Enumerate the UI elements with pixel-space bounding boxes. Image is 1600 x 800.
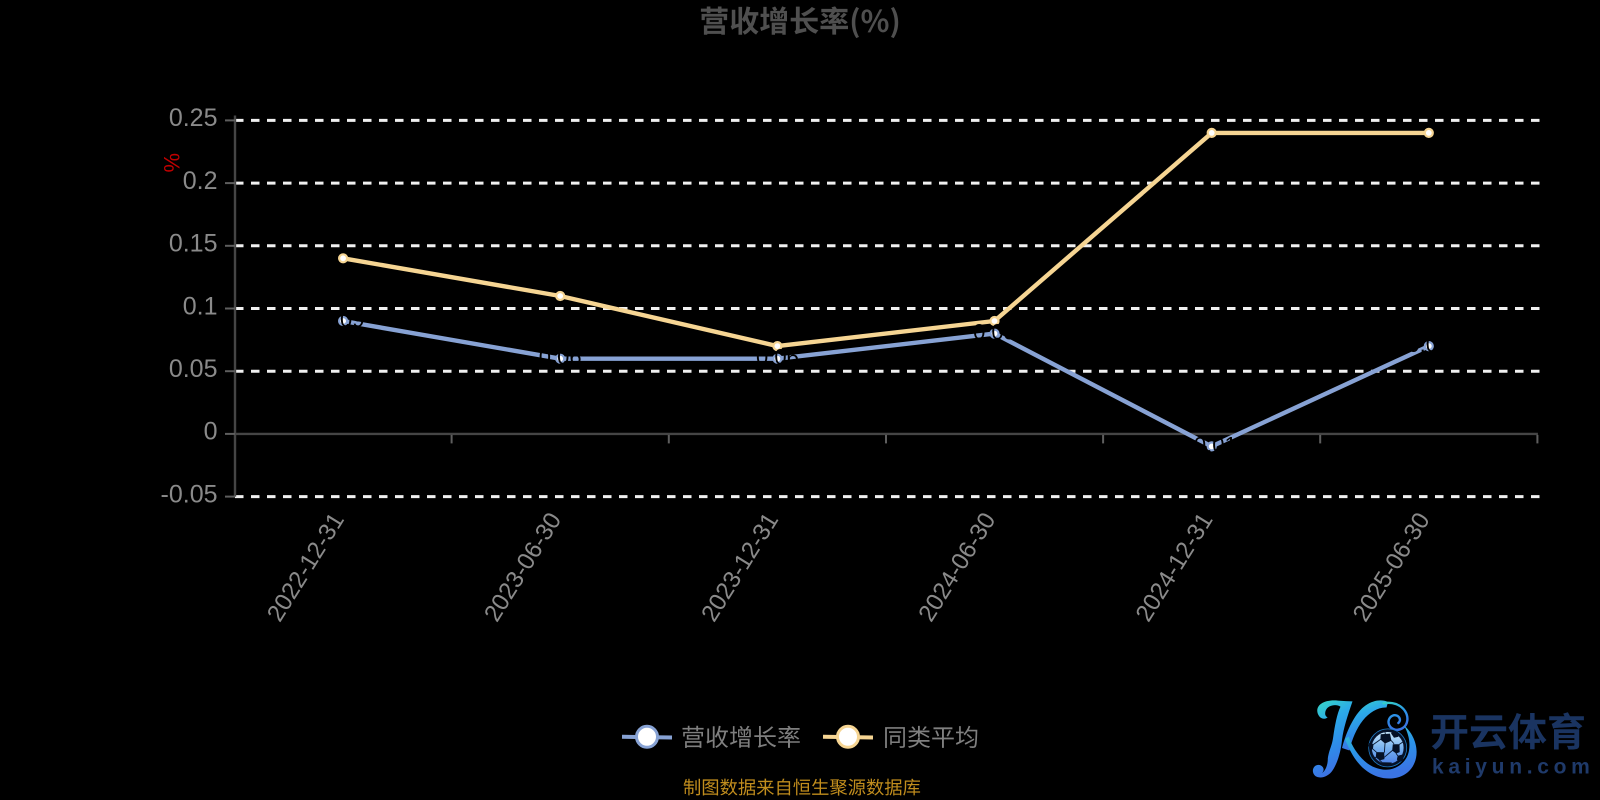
svg-text:0.06: 0.06 (756, 345, 799, 370)
svg-text:0.25: 0.25 (169, 104, 218, 132)
svg-text:0.1: 0.1 (183, 292, 218, 320)
svg-text:0.09: 0.09 (322, 307, 365, 332)
svg-text:0.2: 0.2 (183, 167, 218, 195)
svg-text:-0.05: -0.05 (161, 480, 218, 508)
svg-text:-0.01: -0.01 (1187, 432, 1237, 457)
svg-text:0.05: 0.05 (169, 355, 218, 383)
svg-text:0.08: 0.08 (973, 320, 1016, 345)
svg-text:0.07: 0.07 (1407, 332, 1450, 357)
svg-text:0.15: 0.15 (169, 230, 218, 258)
svg-text:%: % (160, 153, 185, 173)
svg-text:kaiyun.com: kaiyun.com (1432, 756, 1595, 779)
svg-text:0: 0 (204, 418, 218, 446)
svg-text:0.06: 0.06 (539, 345, 582, 370)
